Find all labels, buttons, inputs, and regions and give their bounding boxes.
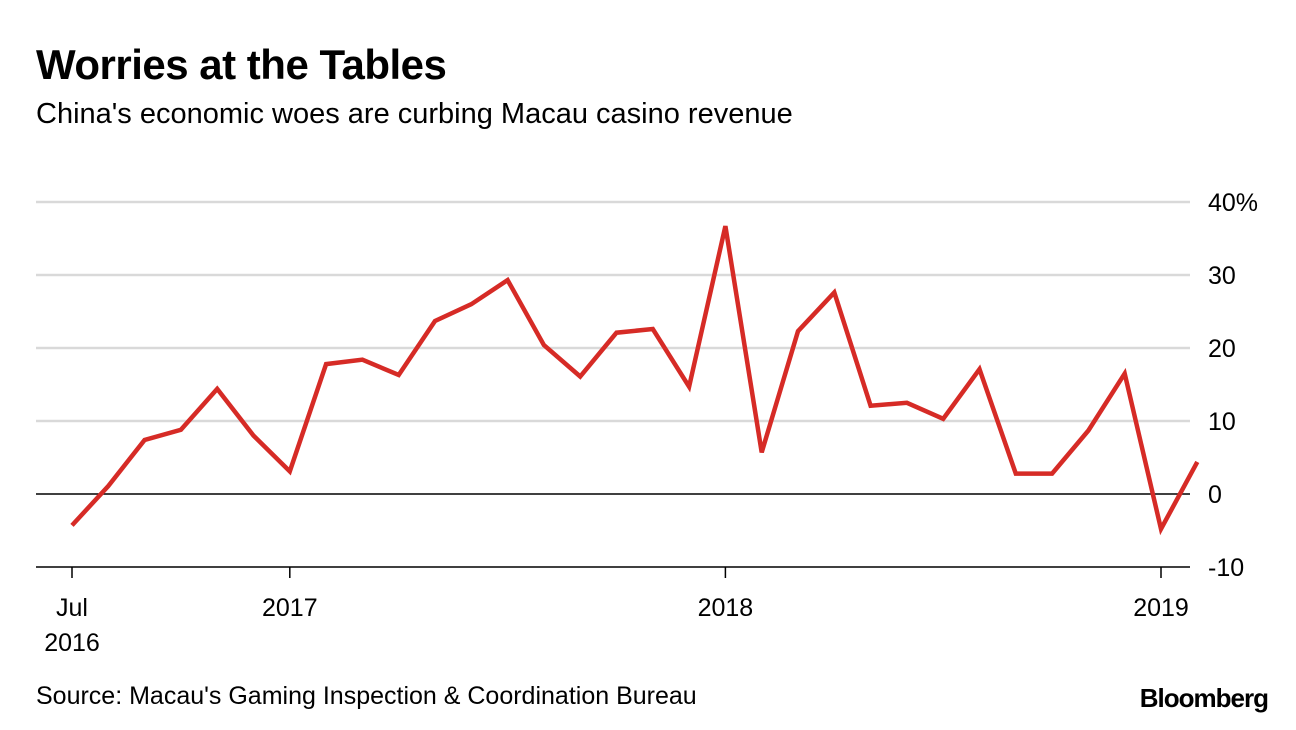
x-tick-label: 2019: [1133, 594, 1189, 622]
series-layer: [70, 225, 1200, 536]
x-tick-label: 2016: [44, 629, 100, 657]
x-tick-label: Jul: [56, 594, 88, 622]
y-tick-label: 20: [1208, 335, 1236, 363]
source-note: Source: Macau's Gaming Inspection & Coor…: [36, 682, 697, 710]
tick-labels: 40% 30 20 10 0 -10 Jul 2016 2017 2018 2019: [44, 189, 1258, 657]
y-tick-label: 30: [1208, 262, 1236, 290]
y-tick-label: 10: [1208, 408, 1236, 436]
axes: [36, 566, 1190, 578]
bloomberg-logo: Bloomberg: [1139, 683, 1269, 713]
y-tick-label: 40%: [1208, 189, 1258, 217]
gridlines: [36, 200, 1190, 495]
chart-title: Worries at the Tables: [36, 41, 447, 88]
chart-subtitle: China's economic woes are curbing Macau …: [36, 98, 793, 130]
x-tick-label: 2017: [262, 594, 318, 622]
y-tick-label: -10: [1208, 554, 1244, 582]
y-tick-label: 0: [1208, 481, 1222, 509]
series-line: [70, 225, 1200, 536]
x-tick-label: 2018: [698, 594, 754, 622]
